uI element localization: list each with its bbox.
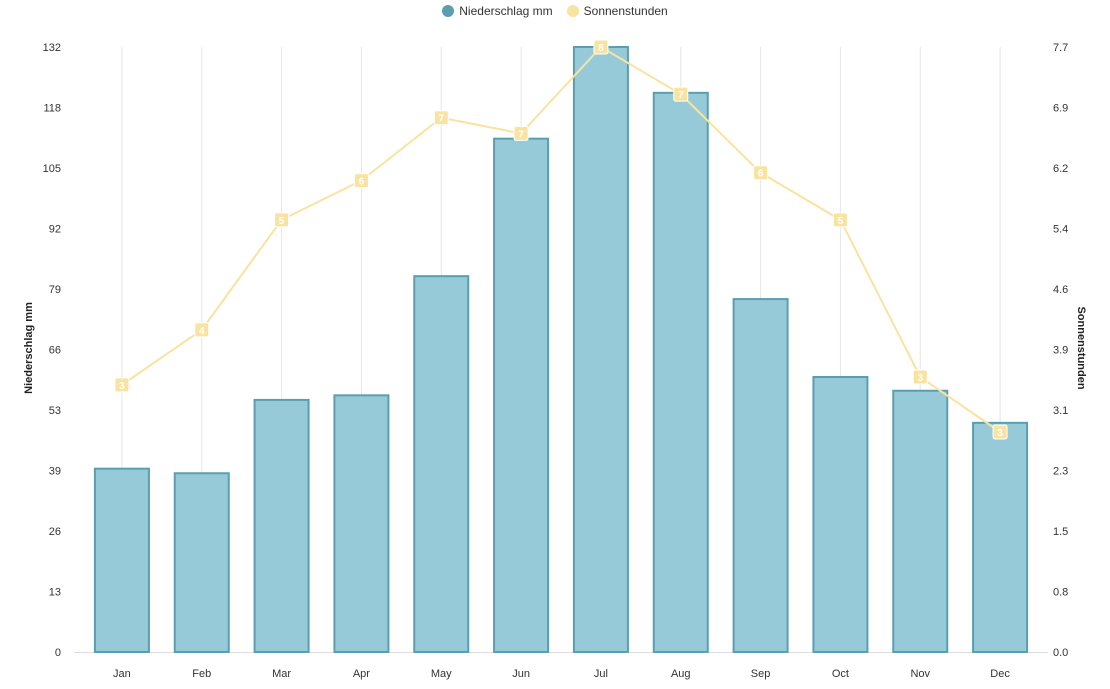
bar — [493, 137, 550, 653]
y-tick-label: 66 — [49, 345, 61, 357]
y-tick-label: 105 — [43, 163, 61, 175]
y2-tick-label: 6.9 — [1053, 103, 1068, 115]
line-point — [274, 212, 290, 228]
legend-item-sonnenstunden[interactable]: Sonnenstunden — [566, 4, 668, 18]
point-label: 5 — [838, 216, 844, 227]
left-axis-title: Niederschlag mm — [23, 302, 35, 394]
y-tick-label: 132 — [43, 42, 61, 54]
y2-tick-label: 7.7 — [1053, 42, 1068, 54]
point-label: 3 — [119, 381, 125, 392]
bar — [93, 467, 150, 653]
line-point — [353, 173, 369, 189]
x-tick-label: Feb — [192, 668, 211, 680]
x-tick-label: Mar — [272, 668, 291, 680]
line-point — [114, 377, 130, 393]
y-tick-label: 26 — [49, 526, 61, 538]
legend-item-niederschlag[interactable]: Niederschlag mm — [442, 4, 553, 18]
y2-tick-label: 6.2 — [1053, 163, 1068, 175]
y-tick-label: 92 — [49, 224, 61, 236]
point-label: 3 — [917, 373, 923, 384]
point-label: 5 — [279, 216, 285, 227]
line-point — [753, 165, 769, 181]
x-tick-label: Jan — [113, 668, 131, 680]
line-point — [992, 424, 1008, 440]
y-tick-label: 0 — [55, 647, 61, 659]
legend-swatch-sonnenstunden — [566, 5, 579, 17]
y2-tick-label: 3.1 — [1053, 405, 1068, 417]
bar — [652, 91, 709, 654]
line-path — [121, 45, 1001, 433]
y-tick-label: 53 — [49, 405, 61, 417]
y2-tick-label: 5.4 — [1053, 224, 1068, 236]
x-tick-label: Aug — [671, 668, 691, 680]
point-label: 7 — [438, 114, 444, 125]
point-label: 7 — [518, 129, 524, 140]
y2-tick-label: 2.3 — [1053, 466, 1068, 478]
line-point — [194, 322, 210, 338]
line-point — [513, 125, 529, 141]
y2-tick-label: 3.9 — [1053, 345, 1068, 357]
line-point — [593, 39, 609, 55]
x-tick-label: Dec — [990, 668, 1010, 680]
bar — [892, 389, 949, 653]
x-tick-label: Jul — [594, 668, 608, 680]
point-label: 3 — [997, 428, 1003, 439]
bar — [812, 376, 869, 653]
bar — [173, 472, 230, 653]
bar — [253, 398, 310, 653]
y-tick-label: 118 — [43, 103, 61, 115]
bar-series — [93, 46, 1029, 654]
line-point — [673, 86, 689, 102]
x-tick-label: Apr — [353, 668, 370, 680]
bar — [732, 298, 789, 653]
legend: Niederschlag mm Sonnenstunden — [0, 4, 1110, 18]
bar — [333, 394, 390, 653]
legend-swatch-niederschlag — [442, 5, 455, 17]
y2-tick-label: 0.0 — [1053, 647, 1068, 659]
y-tick-label: 39 — [49, 466, 61, 478]
bar — [413, 275, 470, 653]
x-tick-label: Jun — [512, 668, 530, 680]
y-tick-label: 79 — [49, 284, 61, 296]
point-label: 6 — [758, 169, 764, 180]
right-axis-title: Sonnenstunden — [1075, 306, 1087, 389]
left-axis-ticks: 0 13 26 39 53 66 79 92 105 118 132 — [43, 42, 61, 659]
bar — [572, 46, 629, 653]
y2-tick-label: 0.8 — [1053, 587, 1068, 599]
line-point — [433, 110, 449, 126]
bar — [972, 421, 1029, 654]
line-series: 3 4 5 6 7 7 8 7 6 5 3 3 — [114, 39, 1008, 440]
line-point — [832, 212, 848, 228]
point-label: 6 — [359, 177, 365, 188]
point-label: 4 — [199, 326, 205, 337]
y-tick-label: 13 — [49, 587, 61, 599]
x-tick-label: Oct — [832, 668, 849, 680]
legend-label-sonnenstunden: Sonnenstunden — [583, 4, 668, 18]
y2-tick-label: 4.6 — [1053, 284, 1068, 296]
x-axis-ticks: Jan Feb Mar Apr May Jun Jul Aug Sep Oct Nov Dec — [113, 668, 1010, 680]
point-label: 7 — [678, 90, 684, 101]
point-label: 8 — [598, 43, 604, 54]
x-tick-label: Sep — [751, 668, 771, 680]
x-tick-label: May — [431, 668, 452, 680]
x-tick-label: Nov — [910, 668, 930, 680]
line-point — [912, 369, 928, 385]
y2-tick-label: 1.5 — [1053, 526, 1068, 538]
legend-label-niederschlag: Niederschlag mm — [459, 4, 553, 18]
right-axis-ticks: 0.0 0.8 1.5 2.3 3.1 3.9 4.6 5.4 6.2 6.9 7.7 — [1053, 42, 1068, 659]
